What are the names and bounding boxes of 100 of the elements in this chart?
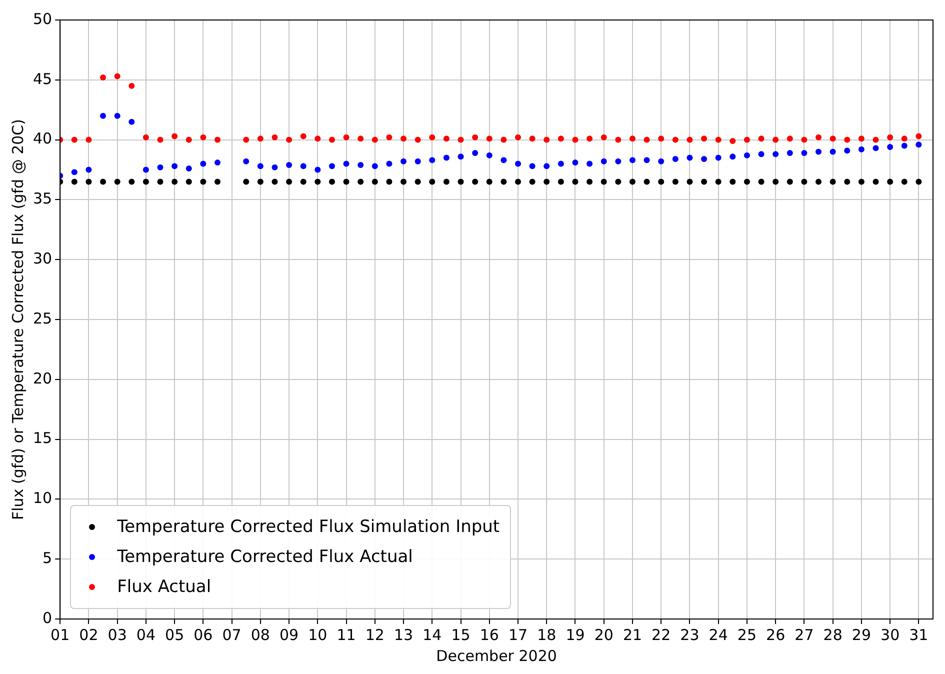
point [200,160,206,167]
x-tick-label: 07 [222,626,242,644]
point [629,136,636,142]
point [472,150,478,156]
point [486,152,492,158]
point [128,82,135,89]
point [801,178,808,185]
x-tick-label: 31 [909,626,928,644]
point [529,163,536,170]
point [544,163,550,170]
point [443,154,450,161]
point [786,150,793,156]
point [772,178,779,185]
point [486,136,492,142]
point [200,134,206,140]
point [544,178,550,185]
x-tick-label: 22 [652,626,671,644]
point [858,178,864,185]
point [500,136,507,143]
point [744,178,750,185]
point [830,148,836,155]
point [343,160,350,167]
point [858,136,864,142]
point [872,178,879,185]
point [715,136,722,143]
point [414,136,421,143]
point [558,178,564,185]
point [686,178,693,185]
point [529,178,536,185]
point [128,118,135,125]
x-tick-label: 15 [451,626,470,644]
point [200,178,206,185]
point [157,178,164,185]
y-axis-title: Flux (gfd) or Temperature Corrected Flux (gfd @ 20C) [8,119,27,520]
x-tick-label: 29 [852,626,871,644]
x-tick-label: 11 [336,626,356,644]
point [157,164,164,170]
point [472,178,478,185]
x-tick-label: 08 [250,626,270,644]
point [128,178,135,185]
point [71,136,78,143]
point [515,178,522,185]
point [887,144,894,150]
point [844,136,850,143]
point [916,133,922,140]
point [458,136,464,143]
legend-label: Flux Actual [117,576,212,599]
point [916,178,922,185]
x-tick-label: 12 [365,626,384,644]
point [916,142,922,148]
point [872,136,879,143]
point [328,163,335,170]
point [730,138,736,144]
point [629,178,636,185]
point [730,178,736,185]
y-tick-label: 20 [32,369,52,388]
x-tick-label: 02 [79,626,98,644]
point [400,178,407,185]
x-tick-label: 01 [50,626,70,644]
point [715,154,722,161]
point [257,178,264,185]
y-tick-label: 0 [42,608,52,627]
x-tick-label: 21 [622,626,642,644]
point [786,178,793,185]
point [314,166,321,173]
point [86,178,92,185]
x-tick-label: 19 [566,626,585,644]
x-tick-label: 13 [394,626,414,644]
point [615,158,622,164]
y-tick-label: 50 [32,10,52,28]
legend-label: Temperature Corrected Flux Actual [117,546,413,569]
point [816,148,822,155]
point [500,178,507,185]
point [114,73,120,80]
point [615,178,622,185]
point [586,178,593,185]
point [286,162,292,168]
point [114,112,120,119]
x-tick-label: 23 [680,626,700,644]
point [214,160,220,166]
x-tick-label: 17 [508,626,528,644]
point [172,163,178,170]
point [314,136,321,142]
point [615,136,622,143]
point [186,178,192,185]
point [844,148,850,154]
point [758,136,764,142]
point [901,142,908,149]
point [86,166,92,173]
point [372,136,378,143]
point [472,134,478,140]
point [772,136,779,143]
point [544,136,550,143]
point [186,136,192,143]
point [772,151,779,158]
point [386,134,392,140]
point [286,178,292,185]
point [672,178,678,185]
point [830,178,836,185]
legend-label: Temperature Corrected Flux Simulation Input [117,516,500,539]
